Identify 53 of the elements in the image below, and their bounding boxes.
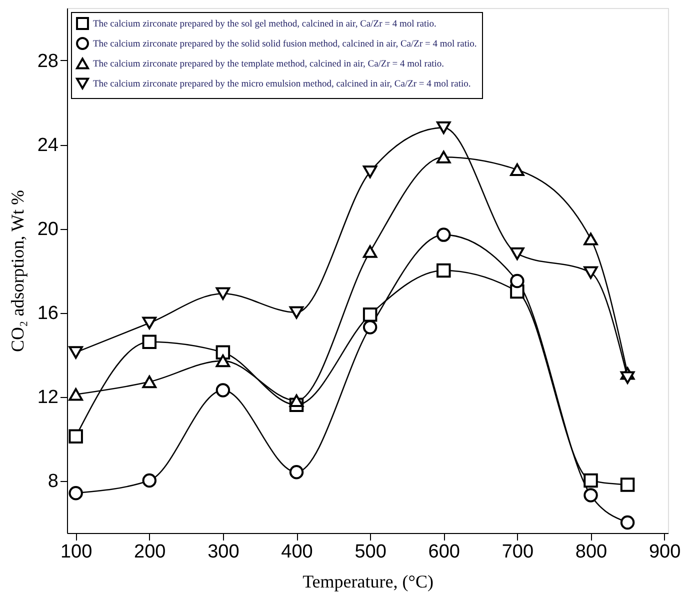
point bbox=[68, 486, 83, 500]
point bbox=[289, 464, 304, 480]
point bbox=[436, 228, 451, 242]
point bbox=[289, 306, 304, 319]
point bbox=[68, 346, 83, 359]
point bbox=[436, 263, 451, 278]
point bbox=[362, 165, 378, 178]
point bbox=[584, 232, 598, 246]
point bbox=[620, 371, 635, 384]
x-tick-label: 600 bbox=[428, 542, 460, 562]
y-tick-label: 8 bbox=[48, 471, 58, 492]
x-tick-label: 400 bbox=[281, 542, 313, 562]
point bbox=[68, 388, 83, 401]
point bbox=[620, 515, 635, 530]
legend-label: The calcium zirconate prepared by the sol gel method, calcined in air, Ca/Zr = 4 mol ratio. bbox=[93, 20, 436, 30]
point bbox=[216, 287, 230, 300]
point bbox=[142, 375, 157, 388]
x-tick-label: 900 bbox=[648, 542, 681, 562]
legend-label: The calcium zirconate prepared by the template method, calcined in air, Ca/Zr = 4 mol ratio. bbox=[93, 60, 444, 70]
point bbox=[142, 316, 157, 330]
x-axis-title: Temperature, (°C) bbox=[302, 572, 434, 592]
point bbox=[216, 383, 230, 398]
point bbox=[289, 394, 304, 408]
point bbox=[142, 473, 157, 488]
point bbox=[510, 163, 524, 176]
point bbox=[584, 266, 598, 279]
x-tick-label: 500 bbox=[354, 542, 386, 562]
point bbox=[68, 429, 83, 444]
x-tick-label: 200 bbox=[134, 542, 166, 562]
x-tick-label: 300 bbox=[208, 542, 240, 562]
x-tick-label: 100 bbox=[60, 542, 92, 562]
x-tick-label: 800 bbox=[575, 542, 608, 562]
legend-label: The calcium zirconate prepared by the solid solid fusion method, calcined in air, Ca/Zr = 4 mol ratio. bbox=[93, 40, 477, 50]
y-tick-label: 12 bbox=[37, 387, 58, 408]
point bbox=[436, 121, 451, 134]
point bbox=[362, 245, 378, 258]
point bbox=[362, 307, 378, 322]
y-tick-label: 20 bbox=[37, 219, 58, 240]
y-tick-label: 24 bbox=[37, 135, 59, 156]
y-tick-label: 16 bbox=[37, 303, 58, 324]
x-tick-label: 700 bbox=[502, 542, 534, 562]
point bbox=[436, 150, 451, 164]
y-tick-label: 28 bbox=[37, 51, 58, 72]
point bbox=[142, 334, 157, 350]
point bbox=[584, 473, 598, 488]
point bbox=[362, 320, 378, 334]
point bbox=[510, 274, 524, 288]
point bbox=[216, 354, 230, 368]
legend-label: The calcium zirconate prepared by the micro emulsion method, calcined in air, Ca/Zr = 4 mol ratio. bbox=[93, 80, 471, 90]
point bbox=[584, 488, 598, 502]
point bbox=[620, 478, 635, 492]
point bbox=[510, 247, 524, 260]
y-axis-title: CO₂ adsorption, Wt % bbox=[7, 190, 28, 352]
